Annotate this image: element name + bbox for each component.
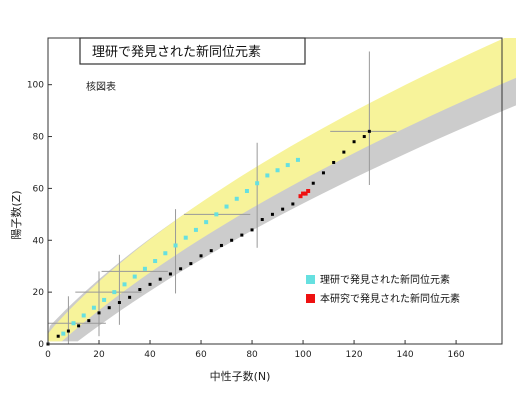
stable-nuclide: [158, 277, 162, 281]
stable-nuclide: [138, 288, 142, 292]
legend-label-this-study: 本研究で発見された新同位元素: [320, 292, 460, 305]
x-tick-label: 140: [396, 350, 413, 360]
point-riken_new: [122, 282, 127, 287]
point-riken_new: [214, 212, 219, 217]
stable-nuclide: [189, 262, 193, 266]
point-riken_new: [81, 313, 86, 318]
stable-nuclide: [321, 171, 325, 175]
point-riken_new: [183, 235, 188, 240]
x-tick-label: 40: [144, 350, 156, 360]
stable-nuclide: [128, 295, 132, 299]
stable-nuclide: [77, 324, 81, 328]
stable-nuclide: [199, 254, 203, 258]
legend-swatch-this-study: [306, 294, 315, 303]
point-riken_new: [91, 305, 96, 310]
point-this_study_new: [303, 191, 308, 196]
stable-nuclide: [342, 150, 346, 154]
point-riken_new: [102, 297, 107, 302]
chart-title: 理研で発見された新同位元素: [92, 44, 261, 60]
axis-ticks: 0 20 40 60 80 100 120 140 160 0 20 40 60 80 100: [27, 81, 465, 360]
point-riken_new: [153, 259, 158, 264]
y-tick-label: 100: [27, 81, 44, 91]
point-riken_new: [224, 204, 229, 209]
predicted-band: [48, 38, 516, 342]
stable-nuclide: [107, 306, 111, 310]
point-riken_new: [265, 173, 270, 178]
magic-number-lines: [48, 51, 397, 344]
point-riken_new: [275, 168, 280, 173]
chart-subtitle: 核図表: [86, 80, 116, 93]
predicted-region: [48, 38, 516, 342]
point-riken_new: [61, 331, 66, 336]
stable-nuclide: [281, 207, 285, 211]
point-riken_new: [234, 196, 239, 201]
point-this_study_new: [306, 189, 311, 193]
point-riken_new: [163, 251, 168, 256]
point-riken_new: [204, 220, 209, 225]
point-riken_new: [295, 157, 300, 162]
stable-nuclide: [179, 267, 183, 271]
stable-nuclide: [352, 140, 356, 144]
point-riken_new: [142, 266, 147, 271]
stable-nuclide: [250, 228, 254, 232]
point-riken_new: [285, 163, 290, 168]
title-box: [79, 37, 306, 65]
stable-nuclide: [87, 319, 91, 323]
stable-nuclide: [367, 129, 371, 133]
y-tick-label: 60: [33, 184, 45, 194]
y-tick-label: 80: [33, 133, 45, 143]
x-tick-label: 80: [246, 350, 258, 360]
point-riken_new: [193, 227, 198, 232]
point-riken_new: [244, 189, 249, 193]
stable-nuclide: [148, 282, 152, 286]
y-tick-label: 0: [38, 340, 44, 350]
stable-nuclide: [240, 233, 244, 237]
legend-swatch-riken: [306, 275, 315, 284]
stable-nuclide: [332, 160, 336, 164]
stable-nuclide: [311, 181, 315, 185]
y-tick-label: 40: [33, 236, 45, 246]
stable-nuclide: [168, 272, 172, 276]
stable-nuclide: [56, 334, 60, 338]
stable-nuclide: [209, 249, 213, 253]
point-riken_new: [71, 321, 76, 326]
point-riken_new: [255, 181, 260, 186]
x-tick-label: 20: [93, 350, 105, 360]
x-tick-label: 120: [345, 350, 362, 360]
stable-nuclide: [230, 238, 234, 242]
stable-nuclide: [362, 135, 366, 139]
stable-nuclide: [97, 311, 101, 315]
y-axis-label: 陽子数(Z): [10, 190, 23, 239]
series-points: [61, 157, 311, 336]
legend: 理研で発見された新同位元素 本研究で発見された新同位元素: [306, 273, 460, 305]
point-riken_new: [132, 274, 137, 279]
x-tick-label: 100: [294, 350, 311, 360]
stable-nuclide: [260, 218, 264, 222]
y-tick-label: 20: [33, 288, 45, 298]
stable-nuclide: [66, 329, 70, 333]
stable-nuclide: [291, 202, 295, 206]
point-this_study_new: [298, 194, 303, 199]
stable-nuclide: [117, 301, 121, 305]
point-riken_new: [173, 243, 178, 248]
x-axis-label: 中性子数(N): [210, 369, 271, 383]
point-riken_new: [112, 290, 117, 295]
x-tick-label: 160: [447, 350, 464, 360]
point-this_study_new: [301, 191, 306, 196]
x-tick-label: 0: [45, 350, 51, 360]
stable-nuclide: [219, 243, 223, 247]
x-tick-label: 60: [195, 350, 207, 360]
legend-label-riken: 理研で発見された新同位元素: [320, 273, 450, 286]
stable-nuclide: [270, 212, 274, 216]
